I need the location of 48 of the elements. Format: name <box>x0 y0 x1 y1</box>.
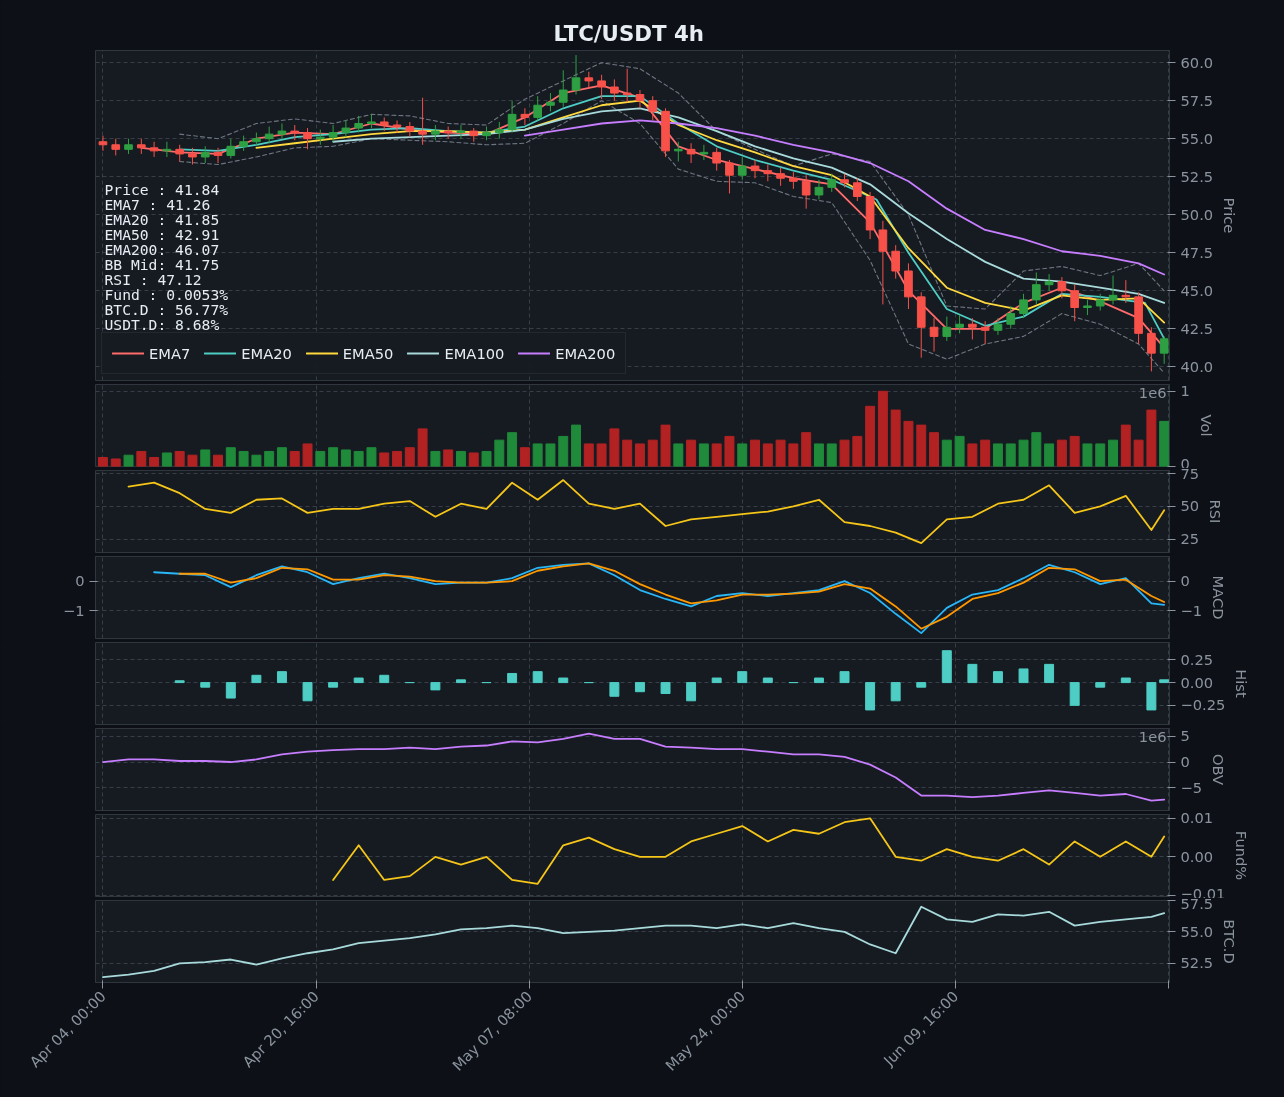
y-tick-label: 55.0 <box>1180 922 1214 940</box>
annotation: RSI : 47.12 <box>104 270 202 288</box>
annotation: EMA50 : 42.91 <box>104 225 220 243</box>
y-tick-label: 5 <box>1180 727 1190 745</box>
y-axis-title: Hist <box>1233 669 1251 698</box>
annotation: BTC.D : 56.77% <box>104 300 229 318</box>
y-axis-title: RSI <box>1207 499 1225 524</box>
y-tick-label: 0.01 <box>1180 809 1214 827</box>
legend-label: EMA200 <box>555 344 616 362</box>
y-tick-label: 0.00 <box>1180 673 1214 691</box>
y-axis-title: Vol <box>1197 414 1215 437</box>
y-tick-label: 45.0 <box>1180 281 1214 299</box>
y-tick-label: 25 <box>1180 530 1200 548</box>
y-tick-label: 1 <box>1180 382 1190 400</box>
y-tick-label: 55.0 <box>1180 129 1214 147</box>
y-tick-label: 52.5 <box>1180 167 1214 185</box>
y-tick-label: 0.25 <box>1180 650 1214 668</box>
y-tick-label: 0.00 <box>1180 847 1214 865</box>
annotation: 1e6 <box>1138 383 1167 401</box>
y-tick-label: 47.5 <box>1180 243 1214 261</box>
legend-label: EMA100 <box>444 344 505 362</box>
y-tick-label: 50.0 <box>1180 205 1214 223</box>
y-tick-label: −5 <box>1180 778 1203 796</box>
annotation: EMA20 : 41.85 <box>104 210 220 228</box>
annotation: Fund : 0.0053% <box>104 285 229 303</box>
annotation: EMA7 : 41.26 <box>104 195 211 213</box>
annotation: BB Mid: 41.75 <box>104 255 220 273</box>
annotation: Price : 41.84 <box>104 180 220 198</box>
legend-label: EMA20 <box>241 344 292 362</box>
y-tick-label: 0 <box>1180 753 1190 771</box>
y-tick-label: 60.0 <box>1180 53 1214 71</box>
y-tick-label: 52.5 <box>1180 954 1214 972</box>
y-tick-label: 42.5 <box>1180 319 1214 337</box>
annotation: 1e6 <box>1138 727 1167 745</box>
y-axis-title: Fund% <box>1233 830 1251 881</box>
legend-label: EMA50 <box>342 344 394 362</box>
legend-label: EMA7 <box>149 344 191 362</box>
annotation: EMA200: 46.07 <box>104 240 220 258</box>
y-axis-title: OBV <box>1210 753 1228 786</box>
chart-title: LTC/USDT 4h <box>553 20 705 46</box>
y2-axis-title: MACD <box>1210 575 1228 620</box>
y-tick-label: 50 <box>1180 497 1200 515</box>
y-tick-label: −0.25 <box>1180 696 1226 714</box>
y-axis-title: Price <box>1221 197 1239 234</box>
y-tick-label: 40.0 <box>1180 357 1214 375</box>
y-tick-label: 57.5 <box>1180 91 1214 109</box>
annotation: USDT.D: 8.68% <box>104 315 220 333</box>
y-axis-title: BTC.D <box>1221 919 1239 964</box>
